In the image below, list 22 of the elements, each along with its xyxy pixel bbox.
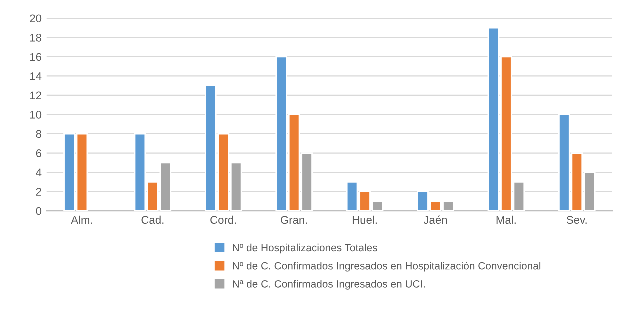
y-tick-label: 12 [30, 92, 42, 100]
x-tick-label: Sev. [566, 216, 587, 224]
x-tick-label: Gran. [281, 216, 308, 224]
y-tick-label: 4 [36, 168, 42, 177]
y-tick-label: 20 [30, 14, 42, 23]
legend-label: Nª de C. Confirmados Ingresados en UCI. [233, 280, 426, 290]
y-tick-label: 0 [36, 207, 42, 216]
x-tick-label: Mal. [496, 216, 516, 224]
x-tick-label: Cord. [210, 216, 236, 224]
y-tick-label: 18 [30, 34, 42, 42]
y-tick-label: 2 [36, 188, 42, 196]
y-tick-label: 14 [30, 72, 42, 80]
x-tick-label: Cad. [142, 216, 164, 224]
y-tick-label: 10 [30, 111, 42, 119]
x-tick-label: Jaén [424, 216, 448, 224]
y-tick-label: 8 [36, 130, 42, 138]
x-tick-label: Huel. [352, 216, 377, 224]
y-tick-label: 16 [30, 53, 42, 62]
y-tick-label: 6 [36, 150, 42, 158]
legend-label: Nº de Hospitalizaciones Totales [233, 244, 378, 254]
legend-label: Nº de C. Confirmados Ingresados en Hospitalización Convencional [233, 262, 541, 272]
x-tick-label: Alm. [71, 216, 92, 224]
